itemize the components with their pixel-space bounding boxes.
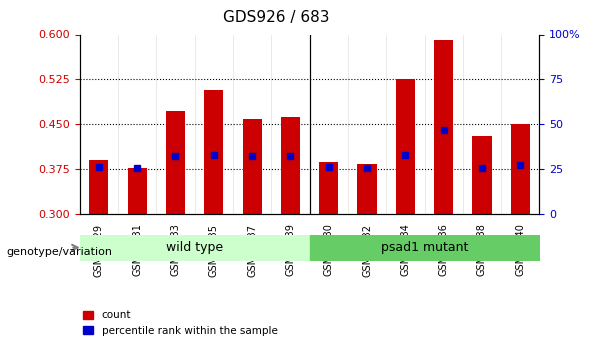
Bar	[243, 119, 262, 214]
Text: genotype/variation: genotype/variation	[6, 247, 112, 257]
Text: GDS926 / 683: GDS926 / 683	[223, 10, 329, 25]
Legend: count, percentile rank within the sample: count, percentile rank within the sample	[78, 306, 282, 340]
Bar	[166, 111, 185, 214]
Text: psad1 mutant: psad1 mutant	[381, 241, 468, 254]
Bar	[281, 117, 300, 214]
Bar	[89, 160, 109, 214]
Bar	[128, 168, 147, 214]
Text: wild type: wild type	[166, 241, 223, 254]
Bar	[511, 124, 530, 214]
Bar	[434, 40, 453, 214]
Bar	[396, 79, 415, 214]
Bar	[204, 89, 223, 214]
Bar	[473, 136, 492, 214]
Bar	[319, 162, 338, 214]
Bar	[357, 164, 376, 214]
